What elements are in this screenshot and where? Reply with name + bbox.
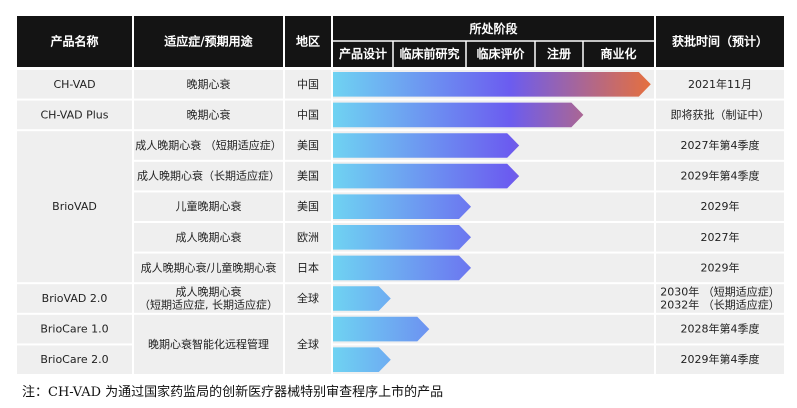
region-cell bbox=[285, 223, 331, 252]
product-cell bbox=[17, 314, 132, 344]
header-product: 产品名称 bbox=[50, 34, 98, 49]
progress-bar-2 bbox=[333, 102, 584, 128]
header-stage-4: 注册 bbox=[547, 46, 571, 61]
indication-cell bbox=[134, 161, 283, 191]
approval-text: 2028年第4季度 bbox=[681, 322, 760, 336]
region-cell bbox=[285, 253, 331, 283]
header-stage-5: 商业化 bbox=[600, 46, 636, 61]
indication-cell bbox=[134, 223, 283, 252]
region-text: 美国 bbox=[297, 170, 319, 183]
region-cell bbox=[285, 70, 331, 99]
progress-bar-10 bbox=[333, 347, 391, 372]
indication-cell bbox=[134, 253, 283, 283]
approval-text: 2030年 （短期适应症） bbox=[660, 285, 780, 299]
indication-text: 晚期心衰 bbox=[187, 77, 231, 91]
header-stage-2: 临床前研究 bbox=[399, 46, 459, 61]
product-name: CH-VAD Plus bbox=[41, 108, 109, 121]
approval-cell bbox=[656, 284, 784, 313]
region-text: 美国 bbox=[297, 139, 319, 152]
progress-bar-3 bbox=[333, 133, 520, 158]
product-name: CH-VAD bbox=[53, 78, 95, 91]
indication-text: 成人晚期心衰 bbox=[176, 230, 242, 244]
region-cell bbox=[285, 131, 331, 160]
indication-cell bbox=[134, 192, 283, 221]
region-text: 美国 bbox=[297, 200, 319, 213]
approval-cell bbox=[656, 70, 784, 99]
approval-cell bbox=[656, 192, 784, 221]
region-text: 中国 bbox=[297, 108, 319, 121]
indication-text: （短期适应症, 长期适应症） bbox=[139, 298, 278, 312]
header-approval: 获批时间（预计） bbox=[671, 34, 768, 49]
indication-text: 晚期心衰智能化远程管理 bbox=[148, 337, 269, 351]
indication-text: 成人晚期心衰 bbox=[176, 285, 242, 299]
indication-text: 成人晚期心衰 （短期适应症） bbox=[135, 138, 282, 152]
approval-text: 2027年 bbox=[701, 230, 740, 244]
product-name: BrioVAD bbox=[52, 200, 97, 213]
indication-cell bbox=[134, 284, 283, 313]
region-text: 日本 bbox=[297, 260, 319, 274]
approval-cell bbox=[656, 223, 784, 252]
product-cell bbox=[17, 70, 132, 99]
product-cell bbox=[17, 345, 132, 374]
region-text: 全球 bbox=[297, 337, 319, 351]
region-cell bbox=[285, 100, 331, 130]
header-stage-group: 所处阶段 bbox=[469, 21, 518, 36]
header-stage-1: 产品设计 bbox=[339, 46, 387, 61]
approval-cell bbox=[656, 314, 784, 344]
region-text: 全球 bbox=[297, 291, 319, 305]
indication-cell bbox=[134, 70, 283, 99]
indication-cell bbox=[134, 131, 283, 160]
approval-text: 2029年 bbox=[701, 199, 740, 213]
approval-cell bbox=[656, 131, 784, 160]
product-name: BrioCare 1.0 bbox=[40, 323, 108, 336]
approval-text: 2029年 bbox=[701, 260, 740, 274]
progress-bar-4 bbox=[333, 163, 520, 189]
region-cell bbox=[285, 284, 331, 313]
indication-text: 儿童晚期心衰 bbox=[176, 199, 242, 213]
product-cell bbox=[17, 131, 132, 283]
product-cell bbox=[17, 100, 132, 130]
progress-bar-1 bbox=[333, 72, 651, 97]
progress-bar-5 bbox=[333, 194, 472, 219]
region-text: 欧洲 bbox=[297, 231, 319, 244]
indication-text: 成人晚期心衰/儿童晚期心衰 bbox=[141, 260, 277, 274]
approval-text: 即将获批（制证中） bbox=[671, 107, 770, 121]
region-cell bbox=[285, 161, 331, 191]
product-name: BrioVAD 2.0 bbox=[42, 292, 108, 305]
indication-cell bbox=[134, 314, 283, 374]
approval-cell bbox=[656, 253, 784, 283]
region-text: 中国 bbox=[297, 78, 319, 91]
product-name: BrioCare 2.0 bbox=[40, 353, 108, 366]
header-region: 地区 bbox=[296, 34, 320, 49]
footnote: 注：CH-VAD 为通过国家药监局的创新医疗器械特别审查程序上市的产品 bbox=[22, 385, 444, 400]
approval-cell bbox=[656, 161, 784, 191]
approval-text: 2029年第4季度 bbox=[681, 352, 760, 366]
progress-bar-6 bbox=[333, 225, 472, 250]
header-indication: 适应症/预期用途 bbox=[164, 34, 253, 49]
approval-cell bbox=[656, 100, 784, 130]
approval-text: 2021年11月 bbox=[688, 77, 752, 91]
progress-bar-8 bbox=[333, 286, 391, 311]
approval-cell bbox=[656, 345, 784, 374]
indication-text: 晚期心衰 bbox=[187, 107, 231, 121]
indication-text: 成人晚期心衰（长期适应症） bbox=[137, 169, 280, 183]
region-cell bbox=[285, 314, 331, 374]
progress-bar-7 bbox=[333, 255, 472, 281]
header-stage-3: 临床评价 bbox=[476, 46, 525, 61]
progress-bar-9 bbox=[333, 316, 430, 342]
region-cell bbox=[285, 192, 331, 221]
approval-text: 2029年第4季度 bbox=[681, 169, 760, 183]
approval-text: 2032年 （长期适应症） bbox=[660, 298, 780, 312]
product-cell bbox=[17, 284, 132, 313]
approval-text: 2027年第4季度 bbox=[681, 138, 760, 152]
indication-cell bbox=[134, 100, 283, 130]
